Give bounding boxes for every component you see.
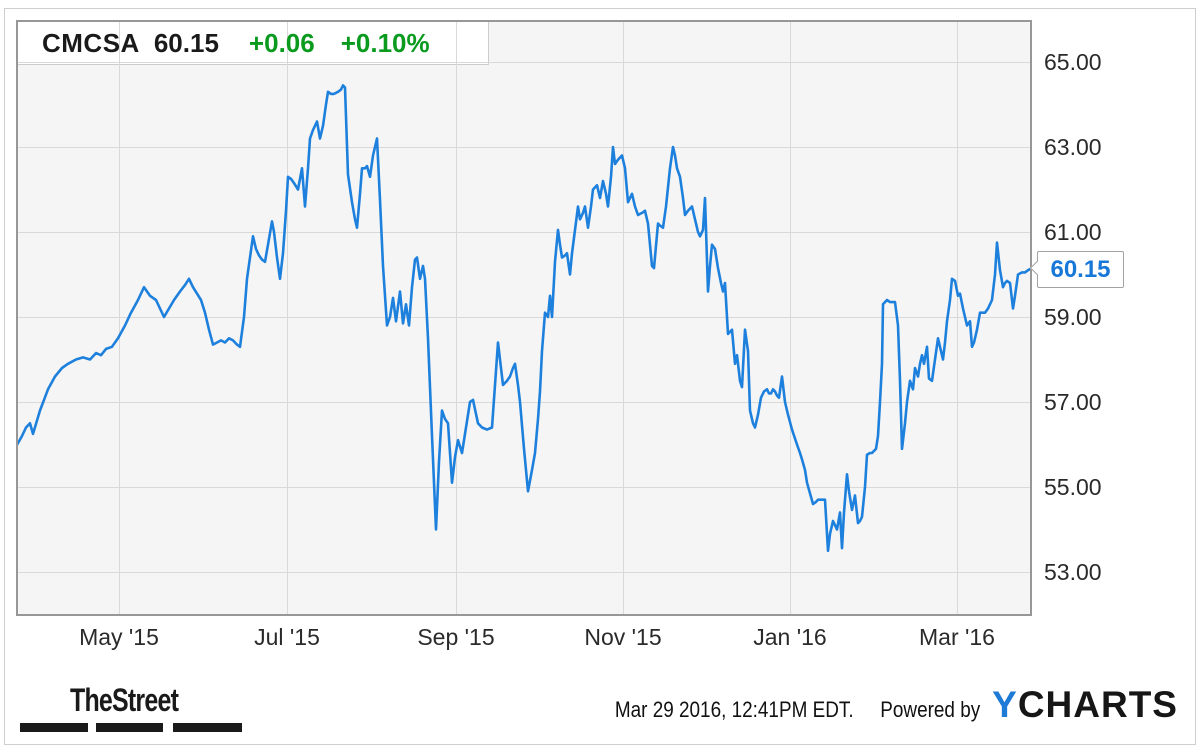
v-gridline [287, 20, 288, 616]
price-line [16, 84, 1032, 553]
x-tick-label: Mar '16 [919, 624, 995, 650]
ycharts-logo-y: Y [992, 684, 1018, 725]
h-gridline [16, 232, 1032, 233]
thestreet-logo-bar [173, 723, 242, 732]
thestreet-logo-bar [96, 723, 163, 732]
h-gridline [16, 572, 1032, 573]
h-gridline [16, 487, 1032, 488]
y-tick-label: 59.00 [1044, 304, 1102, 330]
legend-box [18, 22, 489, 65]
price-change: +0.06 [248, 27, 315, 58]
current-price-callout: 60.15 [1037, 251, 1124, 288]
h-gridline [16, 62, 1032, 63]
thestreet-logo-bar [20, 723, 88, 732]
y-tick-label: 53.00 [1044, 559, 1102, 585]
thestreet-logo[interactable]: TheStreet [70, 682, 179, 718]
v-gridline [790, 20, 791, 616]
price-change-percent: +0.10% [340, 27, 430, 58]
h-gridline [16, 147, 1032, 148]
h-gridline [16, 317, 1032, 318]
h-gridline [16, 402, 1032, 403]
plot-area: CMCSA 60.15 +0.06 +0.10% [16, 20, 1032, 616]
price-line-chart [16, 84, 1032, 553]
footer-attribution: Mar 29 2016, 12:41PM EDT. Powered by YCH… [576, 684, 1178, 726]
powered-by-label: Powered by [880, 697, 981, 722]
v-gridline [456, 20, 457, 616]
ticker-symbol: CMCSA [42, 27, 140, 58]
y-tick-label: 65.00 [1044, 49, 1102, 75]
ycharts-logo[interactable]: YCHARTS [992, 684, 1178, 726]
x-tick-label: Sep '15 [417, 624, 495, 650]
legend: CMCSA 60.15 +0.06 +0.10% [18, 22, 488, 64]
y-tick-label: 61.00 [1044, 219, 1102, 245]
y-tick-label: 57.00 [1044, 389, 1102, 415]
x-tick-label: Jan '16 [753, 624, 827, 650]
ycharts-logo-rest: CHARTS [1017, 684, 1178, 725]
x-tick-label: Jul '15 [254, 624, 320, 650]
quote-timestamp: Mar 29 2016, 12:41PM EDT. [615, 697, 854, 722]
v-gridline [119, 20, 120, 616]
v-gridline [623, 20, 624, 616]
x-tick-label: May '15 [79, 624, 159, 650]
x-tick-label: Nov '15 [584, 624, 662, 650]
last-price: 60.15 [153, 27, 219, 58]
y-tick-label: 63.00 [1044, 134, 1102, 160]
current-price-value: 60.15 [1050, 255, 1111, 283]
v-gridline [957, 20, 958, 616]
y-tick-label: 55.00 [1044, 474, 1102, 500]
